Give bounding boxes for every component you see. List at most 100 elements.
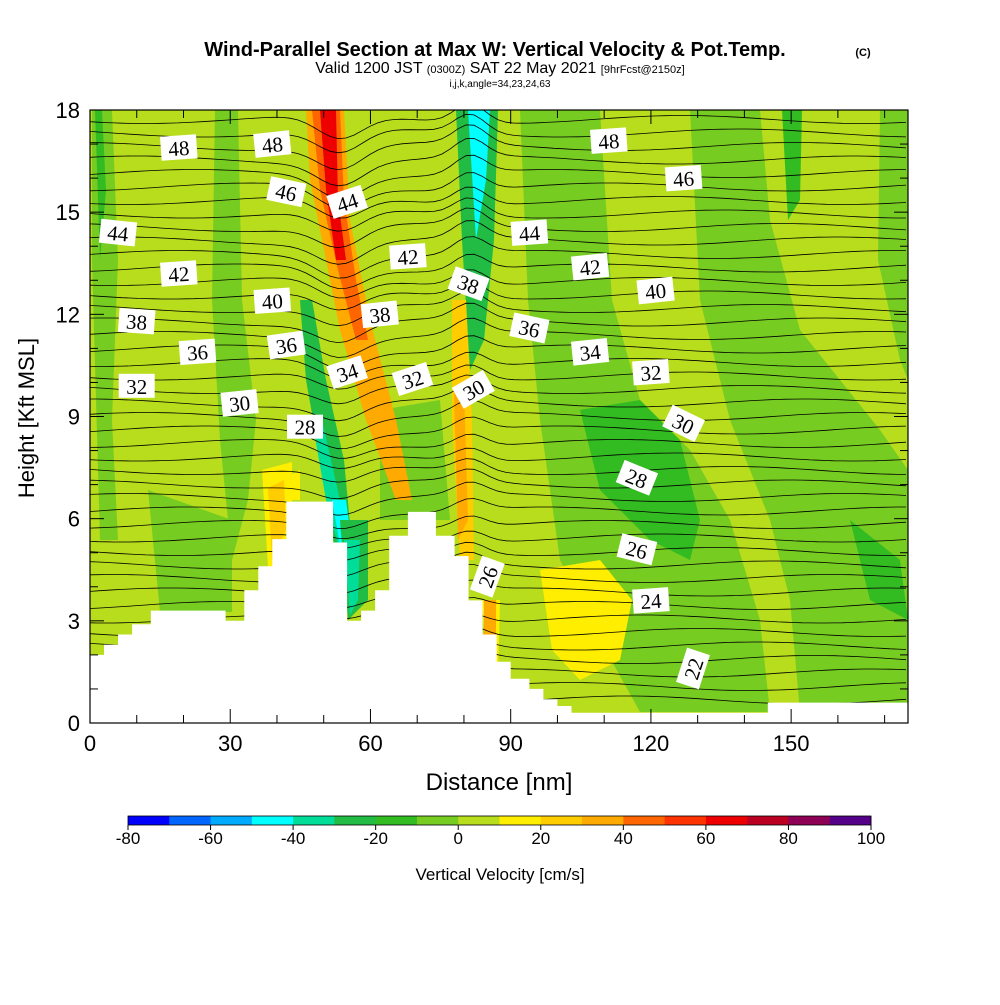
isentrope-label-text: 48	[168, 136, 191, 161]
isentrope-label-text: 42	[168, 262, 191, 287]
colorbar-segment	[540, 816, 583, 825]
colorbar-tick-label: 20	[531, 829, 550, 848]
isentrope-label: 38	[360, 300, 399, 328]
isentrope-label-box	[117, 307, 156, 335]
isentrope-contour	[90, 541, 907, 562]
isentrope-label-box	[632, 587, 670, 614]
isentrope-contour	[90, 597, 907, 620]
colorbar-frame	[127, 815, 872, 826]
isentrope-label: 26	[616, 533, 658, 566]
downdraft-band	[840, 110, 908, 380]
isentrope-contour	[90, 364, 907, 390]
isentrope-contour	[90, 197, 906, 232]
y-tick-label: 18	[56, 98, 80, 123]
valid-utc: (0300Z)	[427, 64, 466, 76]
isentrope-label-box	[676, 647, 710, 690]
y-tick-label: 15	[56, 200, 80, 225]
chart-title: Wind-Parallel Section at Max W: Vertical…	[204, 39, 785, 61]
isentrope-label: 24	[632, 587, 670, 614]
y-axis-label: Height [Kft MSL]	[14, 338, 39, 498]
y-tick-label: 0	[68, 711, 80, 736]
colorbar-segment	[705, 816, 748, 825]
isentrope-contour	[90, 113, 907, 154]
second-downdraft	[456, 110, 498, 370]
y-tick-label: 12	[56, 302, 80, 327]
isentrope-contour	[90, 515, 907, 540]
x-tick-label: 90	[498, 731, 522, 756]
isentrope-label-text: 36	[274, 333, 298, 360]
isentrope-label-text: 36	[186, 340, 209, 365]
isentrope-label-text: 44	[106, 221, 130, 247]
isentrope-contour	[90, 281, 907, 311]
isentrope-label-box	[510, 219, 549, 246]
valid-time-line: Valid 1200 JST (0300Z) SAT 22 May 2021 […	[315, 60, 684, 77]
main-downdraft-channel	[300, 300, 352, 545]
isentrope-label-box	[570, 252, 610, 281]
isentrope-label: 40	[253, 287, 292, 314]
isentrope-label-box	[615, 459, 659, 496]
isentrope-label-box	[253, 287, 292, 314]
copyright-mark: (C)	[855, 47, 871, 59]
colorbar-tick-label: 80	[779, 829, 798, 848]
isentrope-contour	[90, 253, 907, 289]
colorbar-segment	[788, 816, 831, 825]
isentrope-label-text: 42	[397, 245, 420, 270]
isentrope-contour	[90, 433, 907, 459]
isentrope-label-text: 42	[579, 255, 602, 281]
colorbar-segment	[251, 816, 294, 825]
isentrope-label: 36	[266, 330, 306, 360]
colorbar-segment	[499, 816, 542, 825]
isentrope-label: 42	[389, 243, 427, 270]
x-tick-label: 120	[633, 731, 670, 756]
grid-indices: i,j,k,angle=34,23,24,63	[450, 79, 551, 90]
isentrope-label-text: 38	[368, 302, 391, 328]
downdraft-band	[690, 110, 908, 712]
isentrope-contour	[90, 124, 907, 171]
colorbar-segment	[128, 816, 170, 825]
isentrope-label-box	[266, 330, 306, 360]
isentrope-label-box	[616, 533, 658, 566]
isentrope-label: 38	[117, 307, 156, 335]
colorbar-segment	[829, 816, 872, 825]
isentrope-label: 40	[636, 276, 675, 305]
forecast-info: [9hrFcst@2150z]	[601, 64, 685, 76]
x-axis-label: Distance [nm]	[426, 769, 573, 796]
isentrope-label: 44	[326, 184, 368, 219]
colorbar	[127, 815, 872, 826]
isentrope-label: 30	[220, 389, 259, 417]
slope-updraft	[284, 470, 300, 500]
isentrope-label-box	[570, 337, 610, 366]
isentrope-contour	[90, 236, 907, 279]
isentrope-label: 46	[664, 164, 703, 192]
isentrope-label-text: 40	[261, 289, 284, 314]
colorbar-tick-label: 60	[696, 829, 715, 848]
isentrope-label: 36	[509, 312, 550, 344]
isentrope-label-box	[178, 338, 217, 366]
colorbar-tick-label: -20	[363, 829, 388, 848]
strong-downdraft-band	[782, 110, 802, 220]
x-tick-label: 60	[358, 731, 382, 756]
isentrope-label-box	[326, 355, 368, 390]
isentrope-label: 34	[570, 337, 610, 366]
colorbar-segment	[664, 816, 707, 825]
colorbar-segment	[375, 816, 418, 825]
colorbar-segment	[210, 816, 253, 825]
x-tick-label: 150	[773, 731, 810, 756]
isentrope-label-box	[662, 404, 706, 442]
isentrope-label-box	[287, 414, 323, 439]
y-tick-label: 9	[68, 405, 80, 430]
isentrope-contour	[90, 468, 907, 500]
isentrope-contour	[90, 317, 907, 358]
isentrope-label-box	[391, 362, 434, 396]
isentrope-label-box	[98, 218, 138, 247]
isentrope-contour	[90, 154, 907, 199]
isentrope-contour	[90, 207, 907, 249]
isentrope-label-box	[509, 312, 550, 344]
colorbar-segment	[293, 816, 335, 825]
strong-downdraft-band	[850, 520, 908, 620]
isentrope-contour	[90, 498, 906, 529]
terrain-mask	[90, 501, 908, 723]
isentrope-label-box	[253, 130, 292, 158]
